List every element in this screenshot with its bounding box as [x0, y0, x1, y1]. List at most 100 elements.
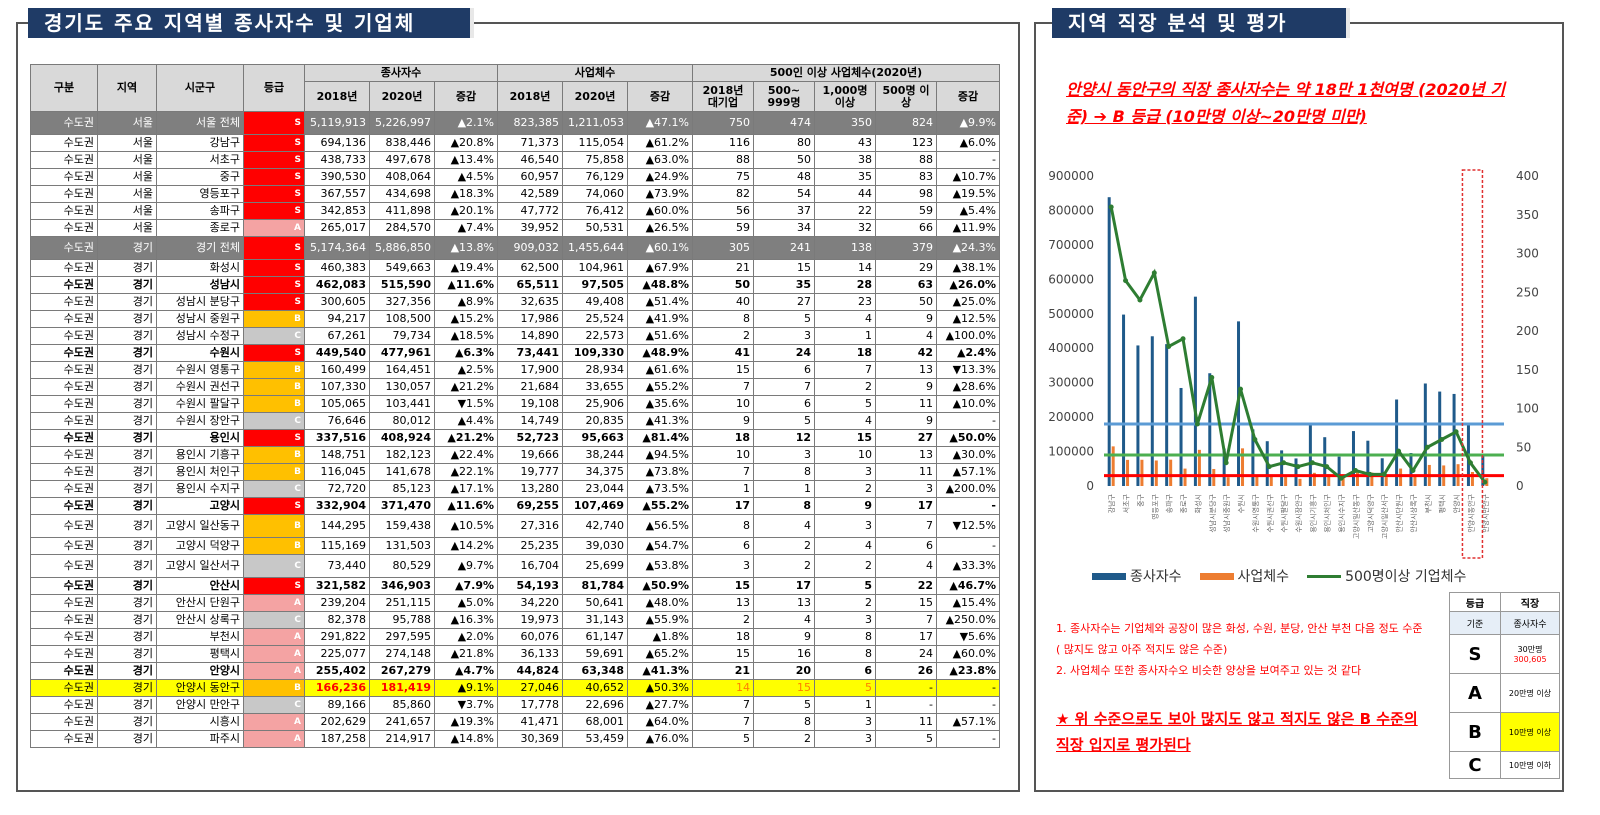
cell-b500: 24: [753, 344, 815, 362]
cell-b500n: 6: [875, 537, 937, 555]
cell-bigchg: ▲19.5%: [936, 185, 1000, 203]
bar-workers: [1366, 440, 1370, 486]
cell-region: 경기: [97, 293, 157, 311]
x-category-label: 성남시분당구: [1208, 493, 1217, 532]
cell-grade: C: [243, 611, 305, 629]
bar-biz: [1341, 478, 1345, 486]
cell-b2018: 21,684: [497, 378, 563, 396]
cell-wchg: ▲9.7%: [434, 554, 498, 578]
cell-w2018: 144,295: [304, 514, 370, 538]
cell-bchg: ▲94.5%: [627, 446, 693, 464]
cell-gubun: 수도권: [30, 344, 98, 362]
cell-w2018: 76,646: [304, 412, 370, 430]
cell-w2018: 239,204: [304, 594, 370, 612]
y-left-tick-label: 300000: [1048, 376, 1094, 390]
cell-wchg: ▲7.4%: [434, 219, 498, 237]
table-row: 수도권 경기 성남시 수정구 C 67,261 79,734 ▲18.5% 14,890 22,…: [30, 327, 1000, 345]
cell-w2020: 408,924: [369, 429, 435, 447]
cell-b2020: 115,054: [562, 134, 628, 152]
cell-wchg: ▲4.7%: [434, 662, 498, 680]
table-row: 수도권 경기 용인시 기흥구 B 148,751 182,123 ▲22.4% 19,666 3…: [30, 446, 1000, 464]
cell-gubun: 수도권: [30, 577, 98, 595]
cell-bigchg: ▲12.5%: [936, 310, 1000, 328]
cell-b2020: 50,531: [562, 219, 628, 237]
table-row: 수도권 경기 안양시 동안구 B 166,236 181,419 ▲9.1% 27,046 40…: [30, 679, 1000, 697]
cell-w2020: 5,226,997: [369, 111, 435, 135]
cell-region: 서울: [97, 111, 157, 135]
cell-wchg: ▲13.8%: [434, 236, 498, 260]
cell-b2018: 60,076: [497, 628, 563, 646]
y-right-tick-label: 150: [1516, 363, 1539, 377]
cell-w2018: 255,402: [304, 662, 370, 680]
cell-b2018: 27,316: [497, 514, 563, 538]
cell-b500: 54: [753, 185, 815, 203]
cell-w2018: 115,169: [304, 537, 370, 555]
x-category-label: 수원시권선구: [1265, 493, 1274, 532]
cell-gubun: 수도권: [30, 463, 98, 481]
cell-grade: S: [243, 429, 305, 447]
cell-b500n: 24: [875, 645, 937, 663]
x-category-label: 용인시처인구: [1323, 493, 1332, 532]
cell-region: 서울: [97, 151, 157, 169]
cell-city: 수원시 권선구: [156, 378, 244, 396]
cell-w2018: 460,383: [304, 259, 370, 277]
th-big2018: 2018년 대기업: [692, 81, 754, 112]
cell-bigchg: ▲5.4%: [936, 202, 1000, 220]
cell-b500n: 4: [875, 554, 937, 578]
cell-w2020: 95,788: [369, 611, 435, 629]
cell-w2018: 166,236: [304, 679, 370, 697]
cell-big2018: 116: [692, 134, 754, 152]
cell-city: 성남시 수정구: [156, 327, 244, 345]
cell-big2018: 7: [692, 713, 754, 731]
cell-b2018: 69,255: [497, 497, 563, 515]
cell-region: 서울: [97, 202, 157, 220]
cell-city: 송파구: [156, 202, 244, 220]
headline: 안양시 동안구의 직장 종사자수는 약 18만 1천여명 (2020년 기준) …: [1066, 80, 1505, 126]
bar-workers: [1179, 387, 1183, 486]
cell-b1000: 5: [814, 395, 876, 413]
cell-b500n: 27: [875, 429, 937, 447]
cell-grade: C: [243, 412, 305, 430]
th-wchange: 증감: [434, 81, 498, 112]
cell-bchg: ▲55.9%: [627, 611, 693, 629]
cell-city: 고양시 덕양구: [156, 537, 244, 555]
cell-b500: 6: [753, 395, 815, 413]
cell-b2020: 1,211,053: [562, 111, 628, 135]
cell-gubun: 수도권: [30, 662, 98, 680]
cell-b2018: 52,723: [497, 429, 563, 447]
cell-region: 경기: [97, 395, 157, 413]
point-big-companies: [1166, 344, 1172, 349]
point-big-companies: [1338, 475, 1344, 481]
cell-grade: S: [243, 151, 305, 169]
cell-b1000: 43: [814, 134, 876, 152]
cell-grade: B: [243, 446, 305, 464]
cell-b1000: 3: [814, 463, 876, 481]
bar-workers: [1165, 344, 1169, 486]
cell-b500: 13: [753, 594, 815, 612]
cell-bchg: ▲81.4%: [627, 429, 693, 447]
cell-b2020: 25,524: [562, 310, 628, 328]
cell-w2020: 297,595: [369, 628, 435, 646]
cell-w2018: 321,582: [304, 577, 370, 595]
cell-grade: B: [243, 679, 305, 697]
x-category-label: 강남구: [1107, 493, 1116, 513]
cell-bchg: ▲27.7%: [627, 696, 693, 714]
cell-wchg: ▲15.2%: [434, 310, 498, 328]
cell-gubun: 수도권: [30, 151, 98, 169]
cell-wchg: ▲5.0%: [434, 594, 498, 612]
cell-b2018: 41,471: [497, 713, 563, 731]
th-b2020: 2020년: [562, 81, 628, 112]
cell-b1000: 2: [814, 480, 876, 498]
cell-w2020: 141,678: [369, 463, 435, 481]
cell-bigchg: ▼12.5%: [936, 514, 1000, 538]
cell-b2020: 39,030: [562, 537, 628, 555]
cell-b2020: 63,348: [562, 662, 628, 680]
cell-wchg: ▲2.0%: [434, 628, 498, 646]
cell-wchg: ▲9.1%: [434, 679, 498, 697]
cell-bigchg: -: [936, 696, 1000, 714]
cell-gubun: 수도권: [30, 111, 98, 135]
cell-b500: 12: [753, 429, 815, 447]
crit-level-a: A: [1449, 673, 1501, 713]
cell-w2018: 694,136: [304, 134, 370, 152]
cell-b2018: 62,500: [497, 259, 563, 277]
